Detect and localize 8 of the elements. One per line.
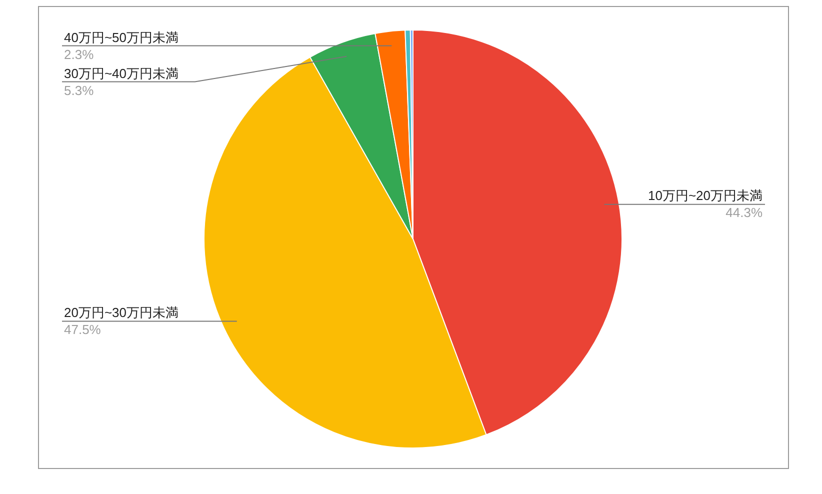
data-label: 47.5% [64,322,102,337]
slice-label: 10万円~20万円未満 [648,188,763,203]
data-label: 2.3% [64,46,94,62]
data-label: 44.3% [726,204,763,220]
slice-label: 40万円~50万円未満 [64,30,179,45]
slice-label: 20万円~30万円未満 [64,305,179,320]
slice-label: 30万円~40万円未満 [64,66,179,81]
data-label: 5.3% [64,82,94,98]
